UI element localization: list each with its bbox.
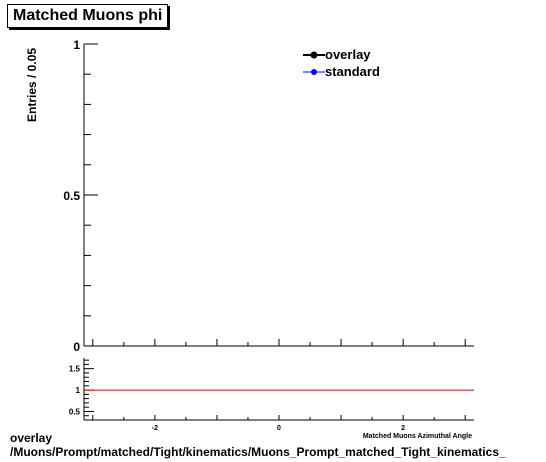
legend-entry-overlay: overlay <box>303 47 371 62</box>
ratio-plot: 0.5 1 1.5 -2 0 2 Matched Muons Azimuthal Ang… <box>69 358 474 440</box>
ratio-y-tick-label: 1 <box>76 386 81 395</box>
main-y-tick-label: 0 <box>73 340 80 354</box>
ratio-y-ticks <box>84 359 94 417</box>
main-y-tick-label: 1 <box>73 38 80 52</box>
main-y-tick-label: 0.5 <box>63 189 80 203</box>
main-y-tick-labels: 00.51 <box>63 38 80 354</box>
main-y-ticks <box>84 43 98 347</box>
ratio-x-tick-label: 0 <box>277 425 281 432</box>
legend-overlay-label: overlay <box>325 47 371 62</box>
legend-standard-marker <box>311 69 317 75</box>
ratio-y-tick-labels: 0.5 1 1.5 <box>69 365 81 417</box>
legend-overlay-marker <box>310 51 318 59</box>
main-plot: 00.51 Entries / 0.05 overlay standard <box>25 38 474 354</box>
legend: overlay standard <box>303 47 380 79</box>
ratio-y-tick-label: 1.5 <box>69 365 81 374</box>
legend-standard-label: standard <box>325 64 380 79</box>
x-axis-label: Matched Muons Azimuthal Angle <box>363 433 472 440</box>
legend-entry-standard: standard <box>303 64 380 79</box>
ratio-x-tick-label: 2 <box>401 425 405 432</box>
ratio-x-tick-label: -2 <box>152 425 158 432</box>
y-axis-label: Entries / 0.05 <box>25 48 39 122</box>
ratio-y-tick-label: 0.5 <box>69 407 81 416</box>
chart-title: Matched Muons phi <box>7 4 169 28</box>
ratio-x-tick-labels: -2 0 2 <box>152 425 405 432</box>
caption-line-1: overlay <box>10 431 53 445</box>
ratio-x-ticks <box>92 415 466 420</box>
main-x-ticks <box>92 339 466 346</box>
caption-line-2: /Muons/Prompt/matched/Tight/kinematics/M… <box>10 445 506 459</box>
